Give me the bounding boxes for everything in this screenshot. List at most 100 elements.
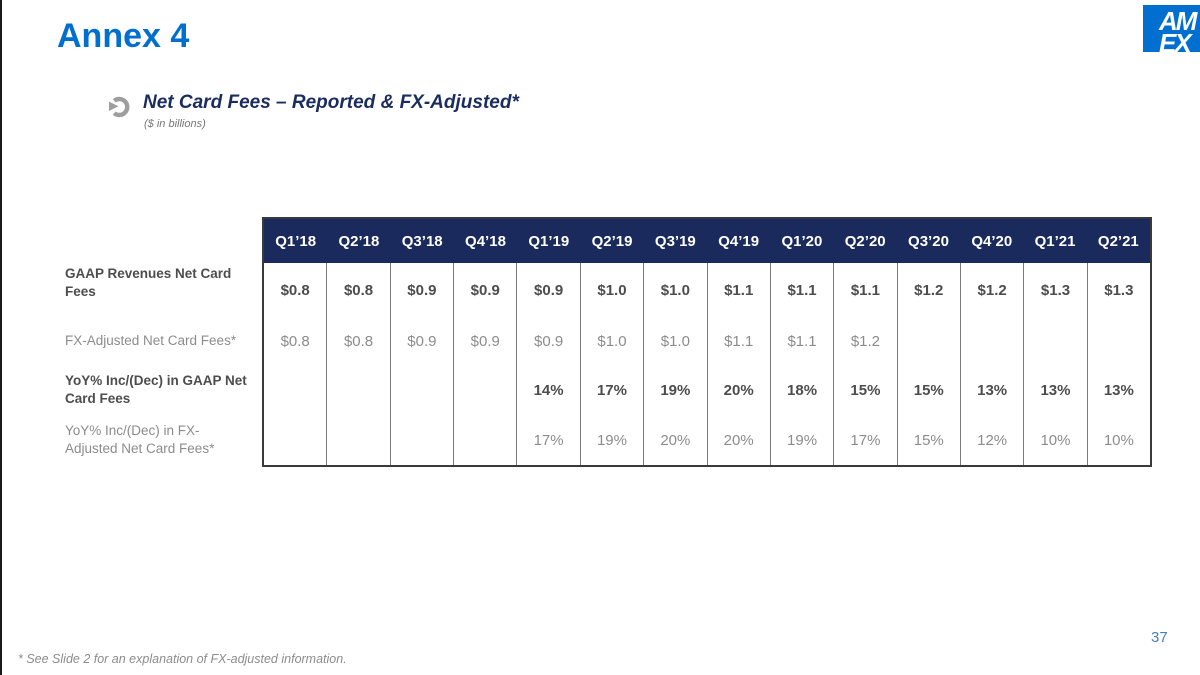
circular-arrow-bullet-icon (109, 96, 130, 118)
table-row-label: YoY% Inc/(Dec) in GAAP Net Card Fees (65, 373, 247, 406)
table-header-cell: Q4’19 (718, 232, 760, 250)
table-cell (391, 365, 453, 415)
table-cell: $1.1 (724, 281, 754, 299)
amex-logo: AM EX (1143, 5, 1200, 52)
table-column: $1.2 15% 15% (896, 263, 960, 465)
section-heading: Net Card Fees – Reported & FX-Adjusted* (143, 92, 519, 113)
table-header-cell: Q4’20 (971, 232, 1013, 250)
table-row-label: FX-Adjusted Net Card Fees* (65, 333, 237, 349)
table-body: $0.8 $0.8 $0.8 $0.8 $0.9 $0.9 $0.9 $0.9 $0.9 $0.9… (264, 263, 1150, 465)
table-cell: 10% (1040, 431, 1071, 449)
table-cell: $0.9 (407, 281, 437, 299)
table-column: $1.3 13% 10% (1086, 263, 1150, 465)
table-header-cell: Q1’19 (528, 232, 570, 250)
table-cell: $1.3 (1040, 281, 1071, 299)
table-cell: $1.1 (724, 332, 754, 350)
table-cell: 13% (1040, 381, 1071, 399)
table-column: $0.9 $0.9 14% 17% (516, 263, 579, 465)
table-cell: $0.9 (470, 332, 500, 350)
table-column: $1.3 13% 10% (1023, 263, 1086, 465)
table-cell (454, 365, 516, 415)
page-title: Annex 4 (57, 17, 190, 55)
table-cell: 15% (913, 381, 944, 399)
table-column: $1.1 $1.2 15% 17% (833, 263, 896, 465)
table-cell: $1.2 (850, 332, 881, 350)
table-cell (1088, 317, 1150, 365)
table-cell: 20% (723, 431, 754, 449)
table-header-cell: Q1’20 (781, 232, 823, 250)
table-header-row: Q1’18 Q2’18 Q3’18 Q4’18 Q1’19 Q2’19 Q3’19 Q4’19… (264, 219, 1150, 263)
footnote: * See Slide 2 for an explanation of FX-a… (18, 652, 347, 666)
table-cell (264, 365, 326, 415)
row-labels: GAAP Revenues Net Card Fees FX-Adjusted N… (65, 263, 262, 467)
table-cell: 13% (977, 381, 1008, 399)
table-cell (327, 415, 389, 465)
table-column: $1.0 $1.0 19% 20% (643, 263, 706, 465)
table-column: $0.9 $0.9 (389, 263, 453, 465)
table-cell (454, 415, 516, 465)
table-cell: 15% (850, 381, 881, 399)
table-row-label: GAAP Revenues Net Card Fees (65, 266, 232, 299)
table-header-cell: Q3’18 (401, 232, 443, 250)
table-cell: 19% (596, 431, 627, 449)
table-cell: $1.0 (597, 332, 627, 350)
table-cell: $1.1 (787, 332, 817, 350)
table-column: $0.9 $0.9 (453, 263, 516, 465)
table-cell: $1.1 (850, 281, 881, 299)
table-cell: 18% (787, 381, 818, 399)
table-cell: $1.2 (977, 281, 1007, 299)
slide-left-edge (0, 0, 2, 675)
table-column: $1.1 $1.1 20% 20% (706, 263, 770, 465)
table-cell: 20% (723, 381, 754, 399)
table-cell: $1.0 (660, 332, 690, 350)
table-cell: $1.0 (660, 281, 690, 299)
section-subheading: ($ in billions) (144, 118, 206, 130)
net-card-fees-table: GAAP Revenues Net Card Fees FX-Adjusted N… (65, 217, 1152, 467)
table-cell: $0.9 (407, 332, 437, 350)
table-cell: $0.9 (470, 281, 500, 299)
table-header-cell: Q3’19 (654, 232, 696, 250)
table-row-label: YoY% Inc/(Dec) in FX-Adjusted Net Card F… (65, 423, 215, 456)
table-cell: $0.9 (534, 332, 564, 350)
table-column: $1.1 $1.1 18% 19% (769, 263, 833, 465)
table-column: $1.0 $1.0 17% 19% (579, 263, 643, 465)
table-box: Q1’18 Q2’18 Q3’18 Q4’18 Q1’19 Q2’19 Q3’19 Q4’19… (262, 217, 1152, 467)
table-header-cell: Q2’18 (338, 232, 380, 250)
table-column: $0.8 $0.8 (326, 263, 389, 465)
table-cell: $0.8 (343, 332, 374, 350)
table-cell: 17% (850, 431, 881, 449)
table-cell: 14% (533, 381, 564, 399)
table-cell: $1.0 (597, 281, 627, 299)
table-header-cell: Q1’21 (1034, 232, 1076, 250)
table-cell (898, 317, 960, 365)
table-cell (327, 365, 389, 415)
table-cell: 12% (977, 431, 1008, 449)
table-cell (391, 415, 453, 465)
table-header-cell: Q3’20 (908, 232, 949, 250)
table-cell (1024, 317, 1086, 365)
table-header-cell: Q2’20 (844, 232, 886, 250)
amex-logo-line1: AM (1159, 6, 1197, 36)
table-cell: 17% (533, 431, 564, 449)
table-header-cell: Q4’18 (465, 232, 506, 250)
table-cell (264, 415, 326, 465)
table-cell: 10% (1103, 431, 1134, 449)
table-cell: $0.9 (534, 281, 564, 299)
table-cell: $1.1 (787, 281, 817, 299)
table-header-cell: Q2’19 (591, 232, 633, 250)
table-cell (961, 317, 1023, 365)
table-cell: $1.2 (914, 281, 944, 299)
table-cell: 13% (1103, 381, 1134, 399)
table-cell: 19% (660, 381, 691, 399)
table-cell: 17% (596, 381, 627, 399)
table-cell: $0.8 (280, 281, 310, 299)
table-cell: 20% (660, 431, 691, 449)
page-number: 37 (1151, 629, 1168, 646)
table-column: $0.8 $0.8 (264, 263, 326, 465)
table-cell: $0.8 (280, 332, 310, 350)
table-cell: 19% (787, 431, 818, 449)
table-cell: $0.8 (343, 281, 374, 299)
table-header-cell: Q1’18 (275, 232, 317, 250)
table-cell: $1.3 (1104, 281, 1134, 299)
